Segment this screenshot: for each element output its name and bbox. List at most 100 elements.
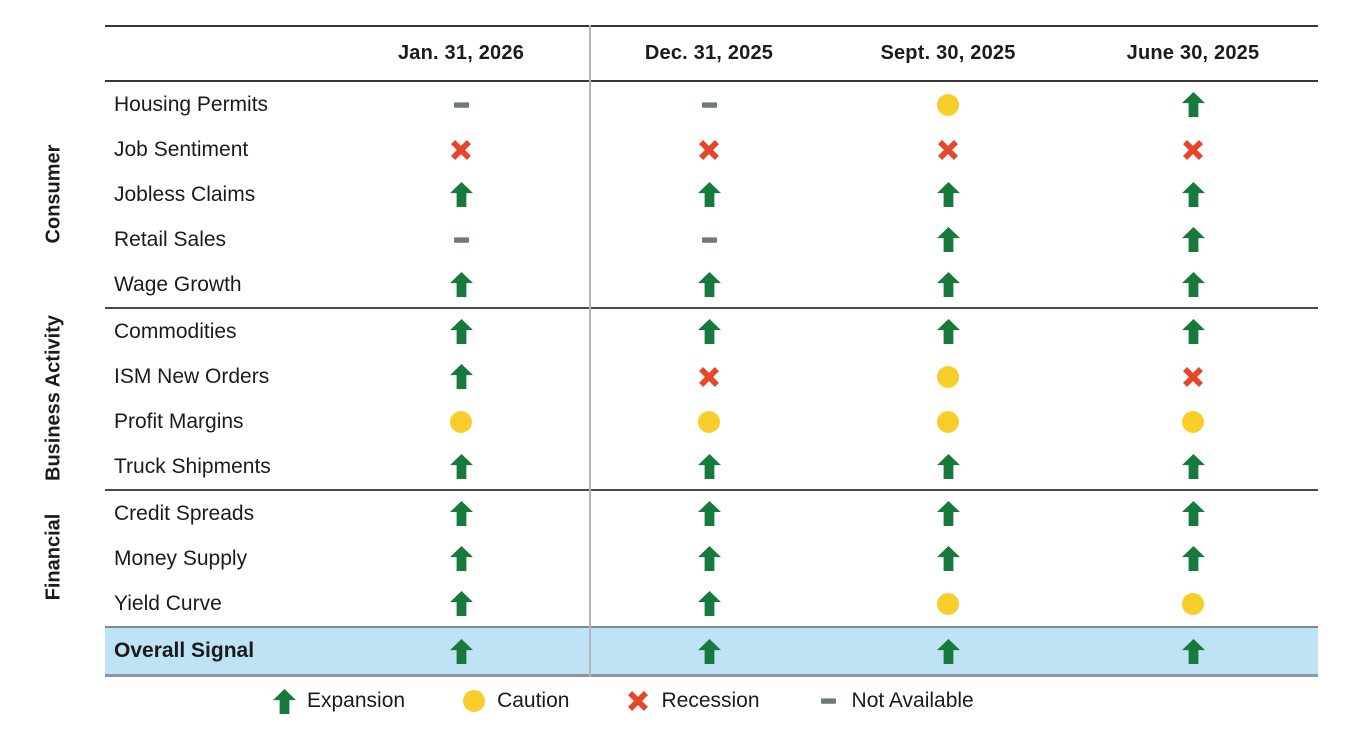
signal-cell bbox=[828, 354, 1068, 399]
signals-table: Jan. 31, 2026 Dec. 31, 2025 Sept. 30, 20… bbox=[105, 25, 1318, 677]
recession-icon bbox=[451, 140, 471, 160]
legend-label: Not Available bbox=[851, 689, 974, 712]
expansion-icon bbox=[450, 454, 473, 479]
expansion-icon bbox=[273, 689, 296, 714]
table-row: Job Sentiment bbox=[105, 127, 1318, 172]
signal-cell bbox=[828, 217, 1068, 262]
signal-cell bbox=[828, 536, 1068, 581]
column-divider bbox=[589, 25, 591, 677]
row-label: Truck Shipments bbox=[114, 454, 271, 478]
expansion-icon bbox=[937, 182, 960, 207]
legend-item: Not Available bbox=[817, 689, 974, 713]
expansion-icon bbox=[1182, 92, 1205, 117]
table-row: Jobless Claims bbox=[105, 172, 1318, 217]
expansion-icon bbox=[1182, 639, 1205, 664]
caution-icon bbox=[1182, 411, 1204, 433]
expansion-icon bbox=[698, 639, 721, 664]
row-label: Profit Margins bbox=[114, 409, 244, 433]
row-label: Commodities bbox=[114, 319, 237, 343]
group-label-consumer: Consumer bbox=[42, 144, 65, 244]
signal-cell bbox=[590, 172, 828, 217]
signal-cell bbox=[590, 491, 828, 536]
signal-cell bbox=[332, 262, 590, 307]
signal-cell bbox=[590, 262, 828, 307]
overall-signal-row: Overall Signal bbox=[105, 626, 1318, 677]
caution-icon bbox=[937, 593, 959, 615]
expansion-icon bbox=[1182, 454, 1205, 479]
row-label: Overall Signal bbox=[114, 639, 255, 662]
na-icon bbox=[702, 102, 717, 108]
row-label: Retail Sales bbox=[114, 227, 227, 251]
caution-icon bbox=[937, 94, 959, 116]
signal-cell bbox=[828, 491, 1068, 536]
signal-cell bbox=[590, 309, 828, 354]
table-row: Profit Margins bbox=[105, 399, 1318, 444]
na-icon bbox=[702, 237, 717, 243]
legend-label: Caution bbox=[497, 689, 570, 712]
signal-cell bbox=[1068, 536, 1318, 581]
signal-cell bbox=[332, 217, 590, 262]
signal-cell bbox=[828, 127, 1068, 172]
row-label: Money Supply bbox=[114, 546, 248, 570]
recession-icon bbox=[699, 140, 719, 160]
caution-icon bbox=[937, 411, 959, 433]
table-row: Yield Curve bbox=[105, 581, 1318, 626]
expansion-icon bbox=[1182, 319, 1205, 344]
column-header: Jan. 31, 2026 bbox=[397, 42, 525, 64]
expansion-icon bbox=[450, 182, 473, 207]
group-label-business-activity: Business Activity bbox=[42, 315, 65, 481]
expansion-icon bbox=[698, 319, 721, 344]
signal-cell bbox=[1068, 82, 1318, 127]
row-label: Credit Spreads bbox=[114, 501, 255, 525]
expansion-icon bbox=[937, 639, 960, 664]
signal-cell bbox=[1068, 444, 1318, 489]
column-header: June 30, 2025 bbox=[1126, 42, 1260, 64]
expansion-icon bbox=[1182, 272, 1205, 297]
legend-item: Expansion bbox=[272, 689, 405, 714]
signal-cell bbox=[332, 444, 590, 489]
expansion-icon bbox=[937, 454, 960, 479]
row-label: Yield Curve bbox=[114, 591, 222, 615]
table-row: Housing Permits bbox=[105, 82, 1318, 127]
expansion-icon bbox=[450, 319, 473, 344]
signal-cell bbox=[332, 399, 590, 444]
signal-cell bbox=[332, 82, 590, 127]
legend-icon-slot bbox=[462, 690, 486, 712]
signal-cell bbox=[332, 491, 590, 536]
expansion-icon bbox=[698, 272, 721, 297]
signal-cell bbox=[1068, 217, 1318, 262]
row-label: ISM New Orders bbox=[114, 364, 270, 388]
signal-cell bbox=[828, 309, 1068, 354]
signal-cell bbox=[590, 354, 828, 399]
recession-icon bbox=[1183, 140, 1203, 160]
expansion-icon bbox=[937, 319, 960, 344]
signal-cell bbox=[590, 444, 828, 489]
row-label: Jobless Claims bbox=[114, 182, 256, 206]
signal-cell bbox=[1068, 262, 1318, 307]
legend: Expansion Caution Recession Not Availabl… bbox=[272, 686, 974, 716]
signal-cell bbox=[332, 536, 590, 581]
expansion-icon bbox=[450, 501, 473, 526]
column-header: Dec. 31, 2025 bbox=[644, 42, 774, 64]
signal-cell bbox=[590, 399, 828, 444]
expansion-icon bbox=[1182, 546, 1205, 571]
expansion-icon bbox=[698, 546, 721, 571]
caution-icon bbox=[937, 366, 959, 388]
legend-icon-slot bbox=[626, 691, 650, 711]
expansion-icon bbox=[1182, 227, 1205, 252]
legend-icon-slot bbox=[272, 689, 296, 714]
signal-cell bbox=[590, 536, 828, 581]
expansion-icon bbox=[1182, 182, 1205, 207]
signal-cell bbox=[590, 217, 828, 262]
signal-cell bbox=[828, 262, 1068, 307]
signal-cell bbox=[1068, 172, 1318, 217]
expansion-icon bbox=[698, 501, 721, 526]
signal-cell bbox=[332, 628, 590, 674]
table-row: Truck Shipments bbox=[105, 444, 1318, 489]
group-label-financial: Financial bbox=[42, 513, 65, 601]
table-row: Commodities bbox=[105, 307, 1318, 354]
signal-cell bbox=[1068, 628, 1318, 674]
signal-cell bbox=[590, 82, 828, 127]
caution-icon bbox=[450, 411, 472, 433]
